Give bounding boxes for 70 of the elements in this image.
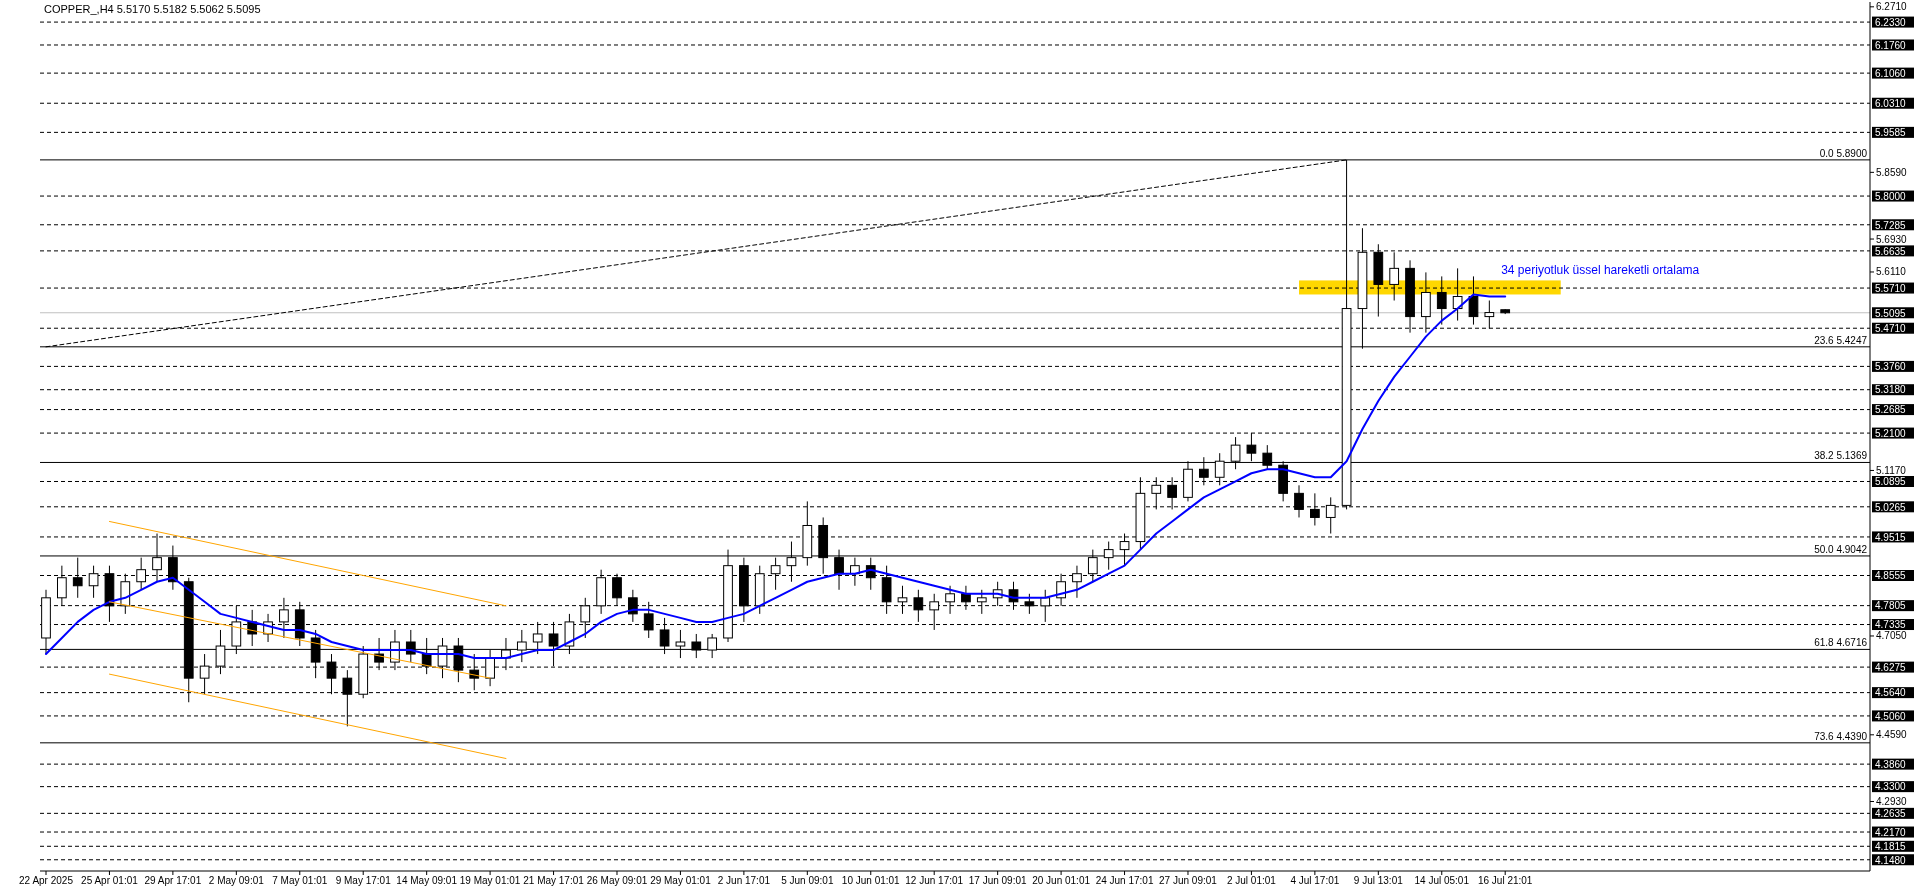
x-tick-label: 9 May 17:01 <box>335 875 392 886</box>
y-tick-label: 4.7050 <box>1876 630 1908 642</box>
y-tick-label: 5.6110 <box>1876 266 1907 278</box>
x-tick-label: 22 Apr 2025 <box>19 875 74 886</box>
ref-line-label: 5.8000 <box>1875 190 1907 202</box>
ref-line-label: 5.6635 <box>1875 245 1907 257</box>
x-tick-label: 2 Jul 01:01 <box>1226 875 1277 886</box>
ref-line-label: 4.2635 <box>1875 808 1907 820</box>
ref-line-label: 5.0895 <box>1875 476 1907 488</box>
ref-line-label: 4.3860 <box>1875 758 1907 770</box>
ref-line-label: 5.3760 <box>1875 361 1907 373</box>
chart-title: COPPER_,H4 5.5170 5.5182 5.5062 5.5095 <box>44 3 261 15</box>
x-tick-label: 19 May 01:01 <box>459 875 521 886</box>
ref-line-label: 5.2685 <box>1875 404 1907 416</box>
ref-line-label: 4.5060 <box>1875 710 1907 722</box>
ref-line-label: 5.9585 <box>1875 127 1907 139</box>
series-label: 34 periyotluk üssel hareketli ortalama <box>1501 263 1700 278</box>
x-tick-label: 29 May 01:01 <box>650 875 712 886</box>
ref-line-label: 5.4710 <box>1875 323 1907 335</box>
x-tick-label: 17 Jun 09:01 <box>968 875 1027 886</box>
y-tick-label: 5.6930 <box>1876 233 1908 245</box>
x-tick-label: 9 Jul 13:01 <box>1353 875 1404 886</box>
x-tick-label: 26 May 09:01 <box>586 875 648 886</box>
ref-line-label: 5.7285 <box>1875 219 1907 231</box>
y-tick-label: 4.4590 <box>1876 729 1908 741</box>
ref-line-label: 6.1060 <box>1875 67 1907 79</box>
y-tick-label: 4.2930 <box>1876 796 1908 807</box>
ref-line-label: 6.0310 <box>1875 98 1907 110</box>
ref-line-label: 5.5710 <box>1875 282 1907 294</box>
ref-line-label: 4.7805 <box>1875 600 1907 612</box>
ref-line-label: 5.3180 <box>1875 384 1907 396</box>
ref-line-label: 5.0265 <box>1875 501 1907 513</box>
x-tick-label: 12 Jun 17:01 <box>905 875 964 886</box>
ref-line-label: 4.3300 <box>1875 781 1907 793</box>
ref-line-label: 50.0 4.9042 <box>1814 543 1868 555</box>
ref-line-label: 4.1815 <box>1875 841 1907 853</box>
ref-line-label: 73.6 4.4390 <box>1814 730 1868 742</box>
x-tick-label: 25 Apr 01:01 <box>81 875 139 886</box>
ref-line-label: 5.2100 <box>1875 427 1907 439</box>
ref-line-label: 5.5095 <box>1875 307 1907 319</box>
x-tick-label: 29 Apr 17:01 <box>144 875 202 886</box>
x-tick-label: 5 Jun 09:01 <box>781 875 834 886</box>
ref-line-label: 4.6275 <box>1875 661 1907 673</box>
ref-line-label: 4.1480 <box>1875 854 1907 866</box>
x-tick-label: 14 Jul 05:01 <box>1414 875 1470 886</box>
ref-line-label: 4.9515 <box>1875 531 1907 543</box>
x-tick-label: 16 Jul 21:01 <box>1477 875 1533 886</box>
x-tick-label: 24 Jun 17:01 <box>1095 875 1154 886</box>
ref-line-label: 4.5640 <box>1875 687 1907 699</box>
ref-line-label: 4.8555 <box>1875 570 1907 582</box>
x-tick-label: 4 Jul 17:01 <box>1290 875 1340 886</box>
x-tick-label: 2 May 09:01 <box>208 875 265 886</box>
x-tick-label: 20 Jun 01:01 <box>1032 875 1091 886</box>
x-tick-label: 10 Jun 01:01 <box>841 875 901 886</box>
ref-line-label: 61.8 4.6716 <box>1814 637 1868 649</box>
ref-line-label: 23.6 5.4247 <box>1814 334 1868 346</box>
x-tick-label: 21 May 17:01 <box>523 875 585 886</box>
ref-line-label: 6.2330 <box>1875 16 1907 28</box>
x-tick-label: 14 May 09:01 <box>396 875 458 886</box>
y-tick-label: 5.8590 <box>1876 166 1908 178</box>
x-tick-label: 27 Jun 09:01 <box>1159 875 1218 886</box>
y-tick-label: 5.1170 <box>1876 464 1907 476</box>
ref-line-label: 6.1760 <box>1875 39 1907 51</box>
ref-line-label: 0.0 5.8900 <box>1819 147 1868 159</box>
ref-line-label: 4.2170 <box>1875 826 1907 838</box>
ref-line-label: 4.7335 <box>1875 619 1907 631</box>
ref-line-label: 38.2 5.1369 <box>1814 450 1868 462</box>
y-tick-label: 6.2710 <box>1876 1 1908 13</box>
x-tick-label: 7 May 01:01 <box>272 875 328 886</box>
x-tick-label: 2 Jun 17:01 <box>717 875 771 886</box>
